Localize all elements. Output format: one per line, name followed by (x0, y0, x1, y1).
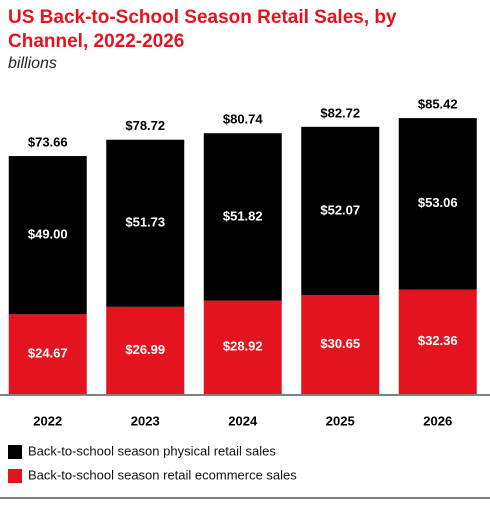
legend-label: Back-to-school season physical retail sa… (28, 443, 276, 458)
value-label: $52.07 (320, 202, 360, 217)
chart-title: US Back-to-School Season Retail Sales, b… (8, 7, 397, 52)
bar-segment (8, 314, 87, 394)
value-label: $51.82 (223, 208, 263, 223)
legend-swatch (8, 469, 22, 483)
bar-segment (203, 133, 282, 301)
x-tick-label: 2023 (131, 413, 160, 428)
total-label: $78.72 (125, 118, 165, 133)
value-label: $28.92 (223, 339, 263, 354)
value-label: $30.65 (320, 336, 360, 351)
x-tick-label: 2026 (423, 413, 452, 428)
value-label: $24.67 (28, 346, 68, 361)
total-label: $73.66 (28, 134, 68, 149)
x-tick-label: 2022 (33, 413, 62, 428)
value-label: $49.00 (28, 227, 68, 242)
total-label: $82.72 (320, 105, 360, 120)
bar-segment (203, 300, 282, 394)
value-label: $53.06 (418, 195, 458, 210)
bar-segment (301, 295, 380, 394)
legend-label: Back-to-school season retail ecommerce s… (28, 467, 297, 482)
value-label: $32.36 (418, 333, 458, 348)
bar-segment (301, 126, 380, 296)
bar-segment (398, 289, 477, 394)
bar-segment (398, 118, 477, 290)
total-label: $85.42 (418, 97, 458, 112)
title-line: Channel, 2022-2026 (8, 31, 184, 52)
value-label: $51.73 (125, 215, 165, 230)
bar-segment (8, 156, 87, 315)
x-tick-label: 2024 (228, 413, 258, 428)
legend-swatch (8, 445, 22, 459)
total-label: $80.74 (223, 112, 264, 127)
bar-segment (106, 139, 185, 307)
x-tick-label: 2025 (326, 413, 355, 428)
title-line: US Back-to-School Season Retail Sales, b… (8, 7, 397, 28)
chart-subtitle: billions (8, 55, 57, 72)
bar-segment (106, 306, 185, 394)
value-label: $26.99 (125, 342, 165, 357)
